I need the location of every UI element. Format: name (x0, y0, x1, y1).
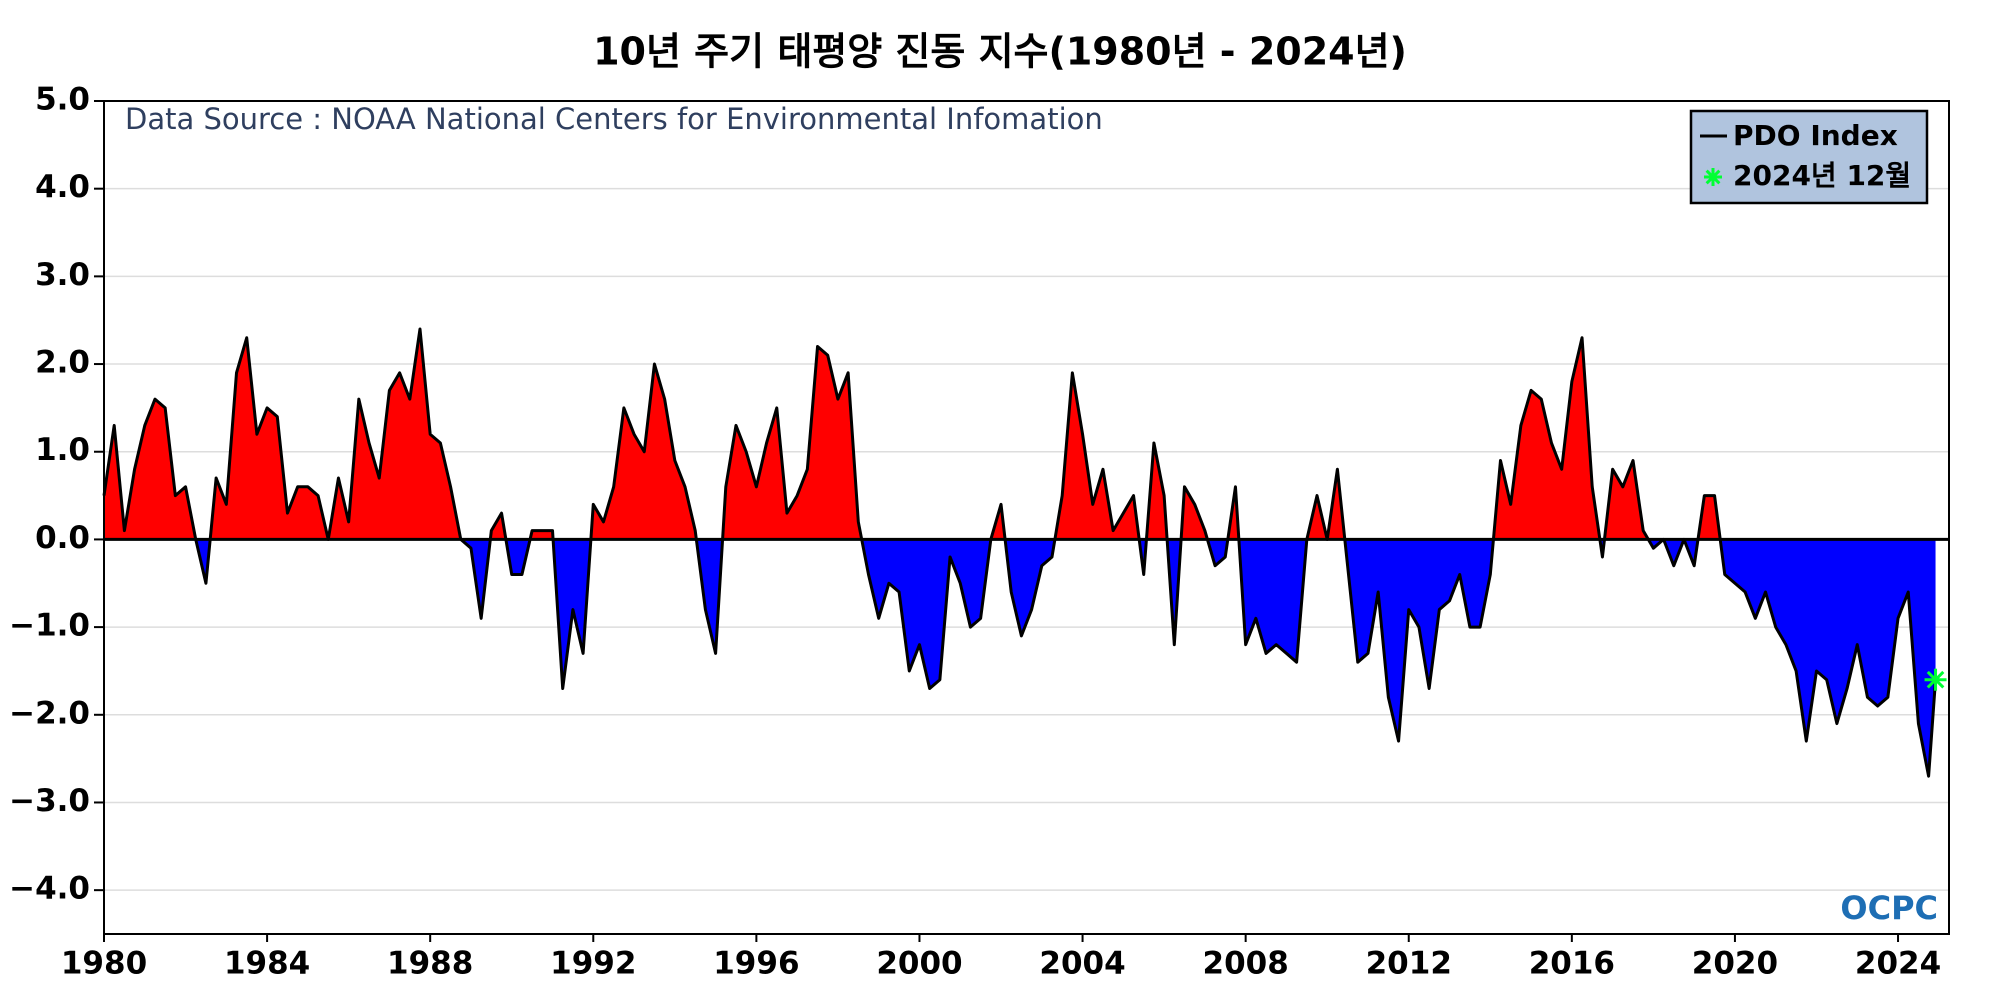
x-tick-label: 1984 (224, 946, 310, 982)
y-tick-label: 0.0 (35, 520, 90, 556)
x-tick-label: 1996 (713, 946, 799, 982)
latest-marker (1924, 668, 1947, 691)
legend-marker-swatch (1704, 168, 1722, 186)
x-tick-label: 2016 (1529, 946, 1615, 982)
legend-box (1689, 109, 1929, 205)
legend-label: PDO Index (1733, 119, 1898, 152)
y-tick-label: −2.0 (9, 695, 90, 731)
y-tick-label: 3.0 (35, 257, 90, 293)
x-tick-label: 1980 (61, 946, 147, 982)
chart-title: 10년 주기 태평양 진동 지수(1980년 - 2024년) (593, 30, 1407, 74)
x-tick-label: 2000 (876, 946, 962, 982)
x-tick-label: 1988 (387, 946, 473, 982)
x-tick-label: 2012 (1366, 946, 1452, 982)
x-tick-label: 2004 (1039, 946, 1125, 982)
y-tick-label: 1.0 (35, 432, 90, 468)
data-source: Data Source : NOAA National Centers for … (125, 102, 1103, 136)
y-tick-label: 5.0 (35, 82, 90, 118)
x-tick-label: 2020 (1692, 946, 1778, 982)
negative-area (195, 539, 1936, 777)
x-tick-label: 2024 (1855, 946, 1941, 982)
y-tick-label: −1.0 (9, 608, 90, 644)
plot-frame (103, 100, 1950, 935)
y-tick-label: −4.0 (9, 871, 90, 907)
x-tick-label: 1992 (550, 946, 636, 982)
y-tick-label: 4.0 (35, 169, 90, 205)
y-tick-label: −3.0 (9, 783, 90, 819)
ocpc-logo: OCPC (1840, 889, 1938, 927)
x-tick-label: 2008 (1203, 946, 1289, 982)
legend-label: 2024년 12월 (1733, 159, 1911, 192)
positive-area (104, 328, 1936, 540)
pdo-line (102, 327, 1938, 778)
y-tick-label: 2.0 (35, 345, 90, 381)
